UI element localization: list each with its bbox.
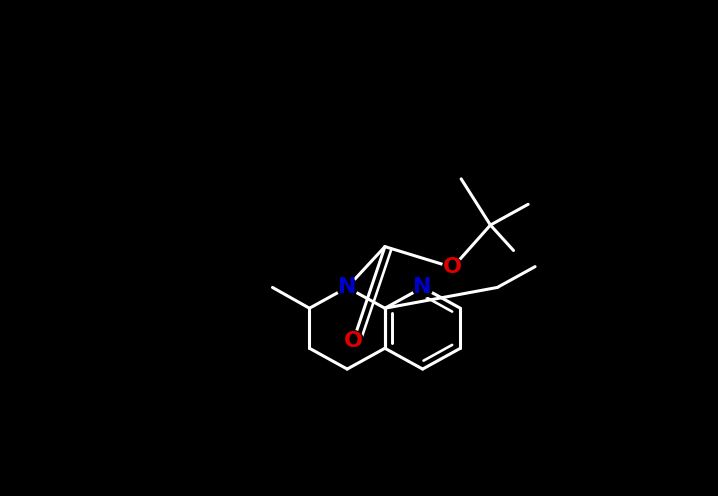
Text: O: O	[443, 257, 462, 277]
Text: N: N	[338, 277, 356, 298]
Circle shape	[413, 277, 433, 298]
Text: O: O	[344, 330, 363, 351]
Circle shape	[443, 257, 462, 277]
Text: N: N	[414, 277, 432, 298]
Circle shape	[343, 330, 363, 351]
Circle shape	[337, 277, 357, 298]
